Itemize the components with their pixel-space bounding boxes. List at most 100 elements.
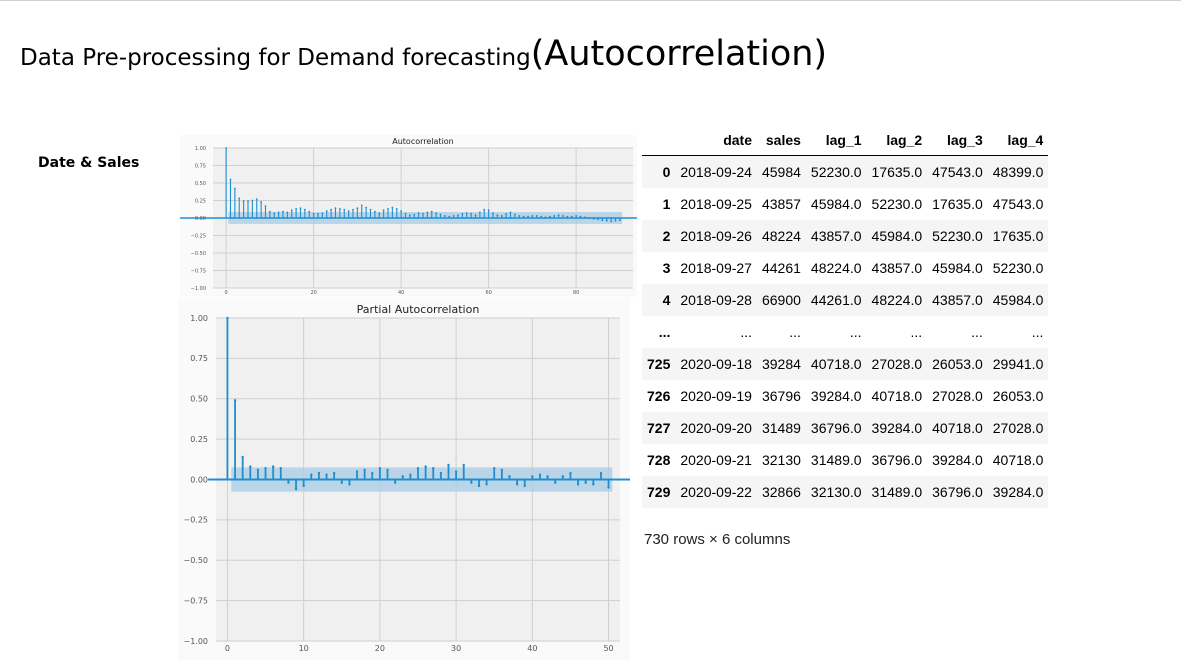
stem-marker [404, 212, 407, 215]
x-tick-label: 0 [225, 644, 230, 653]
column-header: sales [756, 125, 806, 156]
column-header: lag_1 [805, 125, 867, 156]
x-tick-label: 80 [573, 290, 579, 296]
stem-marker [330, 208, 333, 211]
stem-marker [356, 207, 359, 210]
table-cell: 31489.0 [871, 484, 923, 500]
stem-marker [554, 481, 557, 484]
stem-marker [553, 215, 556, 217]
stem-marker [474, 214, 477, 217]
stem-marker [599, 471, 603, 475]
stem-marker [233, 187, 236, 190]
row-index: 1 [662, 196, 671, 212]
column-header: lag_4 [987, 125, 1049, 156]
table-cell: 36796.0 [932, 484, 983, 500]
stem-marker [522, 215, 525, 218]
stem-marker [378, 466, 382, 470]
stem-marker [226, 316, 229, 320]
stem-marker [426, 211, 429, 214]
stem-marker [493, 466, 496, 470]
table-cell: 52230.0 [932, 228, 983, 244]
table-cell: 2020-09-18 [680, 356, 752, 372]
stem-marker [448, 215, 451, 218]
stem-marker [557, 214, 560, 217]
chart-title: Autocorrelation [392, 137, 454, 146]
stem-marker [492, 212, 494, 214]
stem-marker [229, 178, 232, 181]
stem-marker [249, 465, 252, 468]
table-cell: 2020-09-22 [680, 484, 752, 500]
stem-marker [579, 215, 582, 218]
stem-marker [279, 466, 282, 470]
table-cell: 17635.0 [932, 196, 983, 212]
stem-marker [355, 470, 359, 473]
table-cell: ... [910, 324, 923, 340]
table-cell: 17635.0 [871, 164, 923, 180]
stem-marker [371, 471, 374, 475]
y-tick-label: 0.75 [195, 163, 206, 169]
table-cell: 45984.0 [871, 228, 923, 244]
table-cell: 44261 [761, 260, 801, 276]
acf-chart: Autocorrelation 1.00 0.75 0.50 0.25 0.00 −0.25… [180, 135, 637, 297]
stem-marker [575, 215, 578, 217]
x-tick-label: 60 [485, 290, 491, 296]
row-index: ... [658, 324, 671, 340]
table-cell: ... [789, 324, 801, 340]
x-tick-label: 40 [527, 644, 537, 653]
stem-marker [592, 483, 595, 486]
table-cell: 47543.0 [932, 164, 983, 180]
section-label: Date & Sales [38, 155, 140, 171]
table-cell: ... [740, 324, 752, 340]
stem-marker [255, 198, 258, 200]
stem-marker [592, 217, 595, 220]
row-index: 4 [662, 292, 671, 308]
stem-marker [435, 212, 438, 214]
stem-marker [363, 468, 366, 472]
table-cell: 2020-09-19 [680, 388, 752, 404]
table-cell: 45984.0 [932, 260, 983, 276]
table-cell: 17635.0 [992, 228, 1044, 244]
stem-marker [321, 212, 324, 214]
table-cell: 48224.0 [871, 292, 923, 308]
stem-marker [332, 471, 336, 475]
table-cell: 45984 [761, 164, 801, 180]
column-header: lag_3 [927, 125, 988, 156]
y-tick-label: −0.25 [191, 233, 206, 239]
top-divider [0, 0, 1181, 1]
stem-marker [424, 465, 427, 468]
stem-marker [518, 215, 521, 217]
y-tick-label: −0.75 [191, 268, 206, 274]
stem-marker [583, 216, 586, 219]
table-cell: 48224.0 [810, 260, 862, 276]
y-tick-label: −1.00 [183, 637, 208, 646]
stem-marker [461, 212, 464, 215]
stem-marker [443, 215, 446, 217]
stem-marker [496, 214, 499, 217]
y-tick-label: −1.00 [191, 286, 206, 292]
stem-marker [334, 207, 337, 210]
table-row: 728 2020-09-21 32130 31489.0 36796.0 39284.0 4… [642, 444, 1048, 476]
page-title: Data Pre-processing for Demand forecasti… [20, 34, 827, 74]
stem-marker [365, 206, 368, 209]
stem-marker [268, 210, 271, 213]
stem-marker [505, 212, 508, 215]
stem-marker [290, 209, 293, 212]
stem-marker [308, 210, 311, 213]
stem-marker [477, 484, 481, 488]
x-tick-label: 20 [375, 644, 385, 653]
stem-marker [233, 399, 237, 402]
x-tick-label: 30 [451, 644, 461, 653]
x-tick-label: 40 [398, 290, 404, 296]
table-row: 726 2020-09-19 36796 39284.0 40718.0 27028.0 2… [642, 380, 1048, 412]
stem-marker [422, 212, 424, 215]
stem-marker [387, 208, 389, 210]
stem-marker [413, 213, 416, 216]
stem-marker [303, 208, 306, 211]
stem-marker [386, 468, 389, 472]
stem-marker [338, 208, 341, 210]
y-tick-label: −0.25 [183, 516, 208, 525]
stem-marker [527, 215, 529, 218]
table-cell: 2018-09-27 [680, 260, 752, 276]
stem-marker [310, 473, 313, 476]
column-header [642, 125, 676, 156]
